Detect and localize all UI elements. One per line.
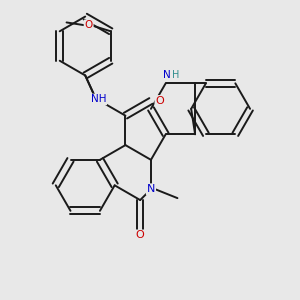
Text: O: O bbox=[155, 96, 164, 106]
Text: H: H bbox=[172, 70, 180, 80]
Text: O: O bbox=[136, 230, 145, 240]
Text: O: O bbox=[85, 20, 93, 30]
Text: N: N bbox=[147, 184, 155, 194]
Text: NH: NH bbox=[91, 94, 106, 104]
Text: N: N bbox=[163, 70, 171, 80]
